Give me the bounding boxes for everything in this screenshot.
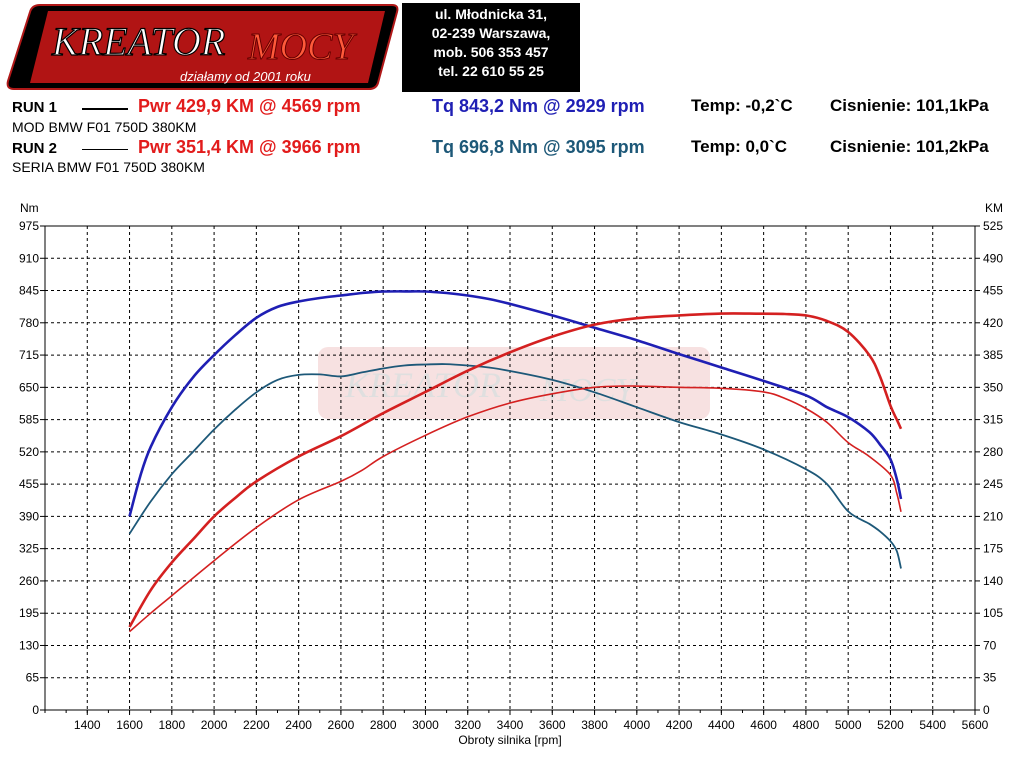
- y-left-tick-label: 845: [19, 284, 39, 298]
- run-1-label: RUN 1: [12, 99, 58, 116]
- contact-phone: tel. 22 610 55 25: [438, 63, 544, 79]
- x-tick-label: 5400: [919, 718, 946, 732]
- y-right-tick-label: 420: [983, 316, 1003, 330]
- contact-city: 02-239 Warszawa,: [431, 25, 551, 41]
- contact-address: ul. Młodnicka 31,: [434, 6, 548, 22]
- x-tick-label: 5600: [962, 718, 989, 732]
- contact-box: ul. Młodnicka 31, 02-239 Warszawa, mob. …: [402, 3, 580, 92]
- run-2-label: RUN 2: [12, 140, 58, 157]
- x-tick-label: 4600: [750, 718, 777, 732]
- x-tick-label: 4200: [666, 718, 693, 732]
- y-right-tick-label: 315: [983, 413, 1003, 427]
- run-1-power: Pwr 429,9 KM @ 4569 rpm: [138, 96, 361, 116]
- run-1-description: MOD BMW F01 750D 380KM: [12, 119, 197, 135]
- y-axis-left-label: Nm: [20, 201, 39, 215]
- pwr-run-2-curve: [128, 385, 902, 633]
- x-tick-label: 3000: [412, 718, 439, 732]
- run-2-pressure: Cisnienie: 101,2kPa: [830, 137, 989, 156]
- run-1-pressure: Cisnienie: 101,1kPa: [830, 96, 989, 115]
- run-2-description: SERIA BMW F01 750D 380KM: [12, 159, 205, 175]
- y-left-tick-label: 585: [19, 413, 39, 427]
- x-tick-label: 3800: [581, 718, 608, 732]
- x-tick-label: 4800: [793, 718, 820, 732]
- y-left-tick-label: 455: [19, 477, 39, 491]
- y-right-tick-label: 210: [983, 509, 1003, 523]
- x-tick-label: 3200: [454, 718, 481, 732]
- logo-tagline: działamy od 2001 roku: [180, 69, 311, 84]
- y-right-tick-label: 0: [983, 703, 990, 717]
- run-1-temperature: Temp: -0,2`C: [691, 96, 793, 115]
- y-right-tick-label: 525: [983, 219, 1003, 233]
- pwr-run-1-curve: [128, 312, 903, 628]
- y-right-tick-label: 455: [983, 284, 1003, 298]
- watermark-logo: KREATOR MOCY: [318, 347, 710, 419]
- y-left-tick-label: 975: [19, 219, 39, 233]
- y-left-tick-label: 195: [19, 606, 39, 620]
- series-group: [128, 290, 903, 633]
- y-left-tick-label: 325: [19, 542, 39, 556]
- x-tick-label: 1800: [158, 718, 185, 732]
- x-tick-label: 4400: [708, 718, 735, 732]
- y-right-tick-label: 140: [983, 574, 1003, 588]
- y-left-tick-label: 65: [26, 671, 40, 685]
- tq-run-2-curve: [128, 363, 902, 569]
- run-2-temperature: Temp: 0,0`C: [691, 137, 788, 156]
- kreator-mocy-logo: KREATOR MOCY działamy od 2001 roku: [0, 3, 400, 90]
- y-left-tick-label: 130: [19, 638, 39, 652]
- y-right-tick-label: 35: [983, 671, 997, 685]
- logo-text-accent: MOCY: [247, 26, 357, 68]
- run-2-power: Pwr 351,4 KM @ 3966 rpm: [138, 137, 361, 157]
- logo-text-main: KREATOR: [51, 19, 225, 64]
- y-right-tick-label: 105: [983, 606, 1003, 620]
- y-left-tick-label: 910: [19, 251, 39, 265]
- y-right-tick-label: 245: [983, 477, 1003, 491]
- y-right-tick-label: 70: [983, 638, 997, 652]
- run-1-line-swatch: [82, 108, 128, 110]
- y-left-tick-label: 650: [19, 380, 39, 394]
- run-2-torque: Tq 696,8 Nm @ 3095 rpm: [432, 137, 645, 157]
- contact-mobile: mob. 506 353 457: [433, 44, 549, 60]
- x-tick-label: 4000: [623, 718, 650, 732]
- x-tick-label: 2800: [370, 718, 397, 732]
- y-left-tick-label: 260: [19, 574, 39, 588]
- y-right-tick-label: 175: [983, 542, 1003, 556]
- y-left-tick-label: 520: [19, 445, 39, 459]
- run-1-torque: Tq 843,2 Nm @ 2929 rpm: [432, 96, 645, 116]
- x-tick-label: 5200: [877, 718, 904, 732]
- x-tick-label: 1400: [74, 718, 101, 732]
- axes: 1400 1600 1800 2000 2200 2400 2600 2800 3000 3200…: [19, 219, 1003, 732]
- x-tick-label: 2200: [243, 718, 270, 732]
- y-axis-right-label: KM: [985, 201, 1003, 215]
- x-tick-label: 3600: [539, 718, 566, 732]
- x-tick-label: 2600: [328, 718, 355, 732]
- y-right-tick-label: 350: [983, 380, 1003, 394]
- y-right-tick-label: 385: [983, 348, 1003, 362]
- y-left-tick-label: 0: [32, 703, 39, 717]
- tq-run-1-curve: [128, 290, 903, 517]
- y-left-tick-label: 780: [19, 316, 39, 330]
- x-tick-label: 5000: [835, 718, 862, 732]
- x-axis-label: Obroty silnika [rpm]: [458, 733, 561, 747]
- y-left-tick-label: 715: [19, 348, 39, 362]
- y-right-tick-label: 490: [983, 251, 1003, 265]
- x-tick-label: 1600: [116, 718, 143, 732]
- dyno-chart: KREATOR MOCY 1400 1600 1800 2000 2200 2400 260…: [19, 201, 1003, 747]
- x-tick-label: 3400: [497, 718, 524, 732]
- run-2-line-swatch: [82, 149, 128, 150]
- y-right-tick-label: 280: [983, 445, 1003, 459]
- grid: [45, 225, 976, 710]
- y-left-tick-label: 390: [19, 509, 39, 523]
- x-tick-label: 2000: [201, 718, 228, 732]
- x-tick-label: 2400: [285, 718, 312, 732]
